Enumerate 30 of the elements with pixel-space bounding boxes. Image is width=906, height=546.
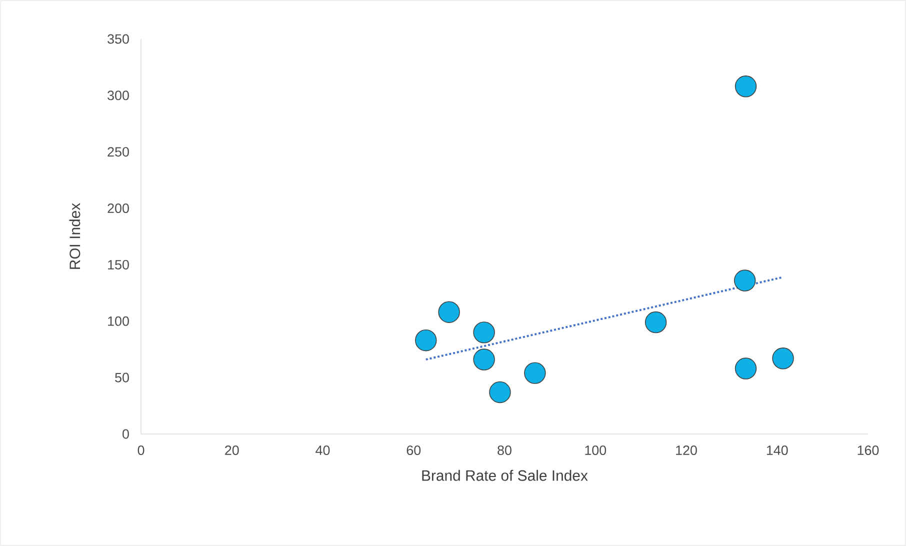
y-tick-label: 200 bbox=[108, 204, 129, 214]
y-tick-label: 350 bbox=[108, 34, 129, 44]
x-tick-label: 120 bbox=[676, 446, 697, 456]
x-tick-label: 20 bbox=[225, 446, 239, 456]
y-tick-label: 150 bbox=[108, 260, 129, 270]
point bbox=[415, 329, 437, 352]
point bbox=[772, 348, 794, 370]
point bbox=[644, 311, 667, 334]
x-tick-label: 160 bbox=[858, 446, 879, 456]
y-tick-label: 250 bbox=[108, 147, 129, 157]
x-axis-title: Brand Rate of Sale Index bbox=[422, 470, 588, 481]
y-axis-title: ROI Index bbox=[69, 203, 80, 269]
x-tick-label: 140 bbox=[766, 446, 788, 456]
x-tick-label: 40 bbox=[316, 446, 330, 456]
y-tick-label: 300 bbox=[108, 90, 129, 100]
point bbox=[734, 76, 757, 98]
point bbox=[734, 270, 756, 292]
point bbox=[438, 301, 460, 323]
y-tick-label: 100 bbox=[108, 316, 129, 326]
y-tick-label: 0 bbox=[122, 429, 129, 439]
point bbox=[734, 358, 757, 380]
point bbox=[489, 381, 511, 404]
point bbox=[473, 348, 495, 370]
x-tick-label: 80 bbox=[498, 446, 512, 456]
x-tick-label: 60 bbox=[406, 446, 421, 456]
x-tick-label: 0 bbox=[138, 446, 144, 456]
y-tick-label: 50 bbox=[115, 372, 129, 382]
point bbox=[524, 362, 546, 384]
x-tick-label: 100 bbox=[585, 446, 606, 456]
point bbox=[473, 322, 495, 344]
